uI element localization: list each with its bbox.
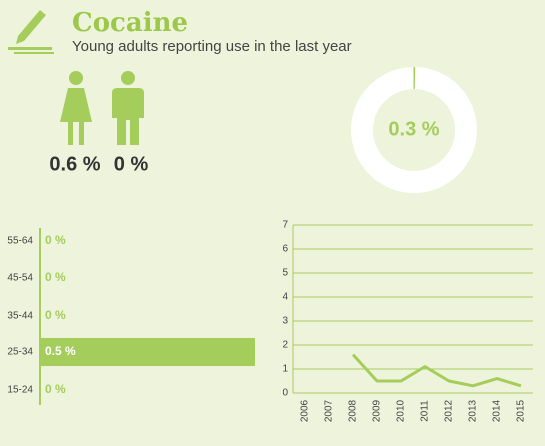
pencil-icon [8,10,54,54]
x-tick-label: 2011 [420,400,431,422]
value-label: 0 % [45,308,66,322]
x-tick-label: 2006 [300,399,311,422]
y-tick-label: 3 [282,316,288,327]
value-label: 0 % [114,153,149,175]
value-label: 0 % [45,233,66,247]
y-tick-label: 4 [282,292,288,303]
category-label: 15-24 [7,385,33,396]
x-tick-label: 2015 [516,399,527,422]
y-tick-label: 6 [282,244,288,255]
value-label: 0 % [45,270,66,284]
x-tick-label: 2010 [396,399,407,422]
female-icon [60,71,92,145]
value-label: 0.6 % [49,153,100,175]
value-label: 0.5 % [45,344,76,358]
x-tick-label: 2007 [324,399,335,422]
male-icon [112,71,144,145]
x-tick-label: 2012 [444,399,455,422]
line-series [351,353,522,388]
y-tick-label: 5 [282,268,288,279]
x-tick-label: 2008 [348,399,359,422]
value-label: 0 % [45,382,66,396]
bar [40,338,255,366]
donut-label: 0.3 % [388,118,439,140]
x-tick-label: 2013 [468,399,479,422]
title: Cocaine [72,8,188,38]
y-tick-label: 0 [282,388,288,399]
y-tick-label: 1 [282,364,288,375]
category-label: 35-44 [7,311,33,322]
x-tick-label: 2009 [372,399,383,422]
category-label: 55-64 [7,236,33,247]
x-tick-label: 2014 [492,399,503,422]
subtitle: Young adults reporting use in the last y… [72,38,352,55]
category-label: 25-34 [7,347,33,358]
category-label: 45-54 [7,273,33,284]
y-tick-label: 7 [282,220,288,231]
y-tick-label: 2 [282,340,288,351]
